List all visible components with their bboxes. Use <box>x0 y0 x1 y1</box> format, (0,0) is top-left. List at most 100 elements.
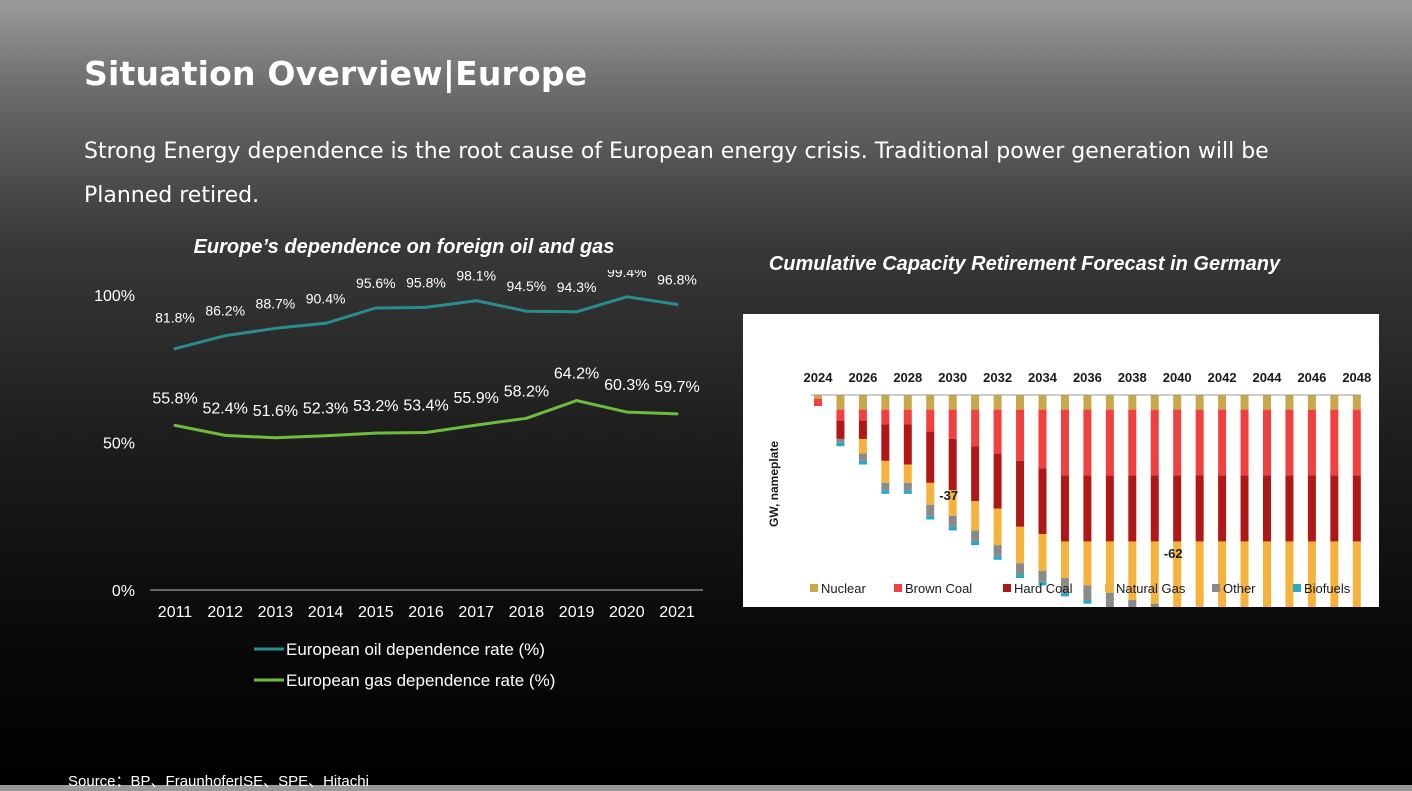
data-point <box>474 299 478 303</box>
bar-segment-brown-coal <box>1083 409 1092 476</box>
data-point <box>273 436 277 440</box>
bar-segment-hard-coal <box>971 446 980 502</box>
bar-segment-nuclear <box>1105 395 1114 410</box>
bar-segment-brown-coal <box>1173 409 1182 476</box>
x-tick-label: 2048 <box>1342 370 1371 385</box>
data-point <box>374 306 378 310</box>
x-tick-label: 2034 <box>1028 370 1058 385</box>
bar-segment-natural-gas <box>1240 541 1249 607</box>
bar-segment-hard-coal <box>1240 475 1249 542</box>
data-label: 86.2% <box>205 303 245 319</box>
bar-segment-biofuels <box>858 460 867 465</box>
bar-segment-nuclear <box>1150 395 1159 410</box>
bar-segment-other <box>1128 600 1137 607</box>
bar-segment-natural-gas <box>971 501 980 531</box>
bar-segment-natural-gas <box>1195 541 1204 607</box>
legend-swatch <box>1105 584 1113 592</box>
x-tick-label: 2017 <box>458 604 494 621</box>
bar-segment-nuclear <box>814 395 822 399</box>
bar-segment-other <box>948 515 957 527</box>
data-label: 55.8% <box>152 390 197 407</box>
data-label: 96.8% <box>657 271 697 287</box>
page-title: Situation Overview|Europe <box>84 54 588 93</box>
y-axis-title: GW, nameplate <box>767 441 781 527</box>
bar-segment-natural-gas <box>1083 541 1092 586</box>
bar-segment-brown-coal <box>1016 409 1025 461</box>
series-line-oil <box>174 295 678 351</box>
data-point <box>524 309 528 313</box>
total-annotation: -62 <box>1164 546 1183 561</box>
bar-segment-hard-coal <box>1307 475 1316 542</box>
bar-segment-brown-coal <box>1218 409 1227 476</box>
bar-segment-other <box>858 453 867 461</box>
legend-label: Natural Gas <box>1116 581 1186 596</box>
bar-segment-natural-gas <box>858 438 867 454</box>
data-label: 88.7% <box>256 295 296 311</box>
x-tick-label: 2019 <box>559 604 595 621</box>
bar-segment-other <box>971 530 980 542</box>
x-tick-label: 2042 <box>1208 370 1237 385</box>
data-point <box>575 399 579 403</box>
data-label: 58.2% <box>504 383 549 400</box>
bar-segment-hard-coal <box>1173 475 1182 542</box>
bar-segment-brown-coal <box>1128 409 1137 476</box>
bar-segment-natural-gas <box>1128 541 1137 601</box>
bar-segment-brown-coal <box>1330 409 1339 476</box>
bar-segment-nuclear <box>1240 395 1249 410</box>
bar-segment-other <box>993 545 1002 557</box>
data-point <box>524 416 528 420</box>
x-tick-label: 2014 <box>308 604 344 621</box>
bar-segment-biofuels <box>1083 600 1092 604</box>
bar-segment-hard-coal <box>1285 475 1294 542</box>
legend-swatch <box>1003 584 1011 592</box>
legend-swatch <box>894 584 902 592</box>
data-label: 53.4% <box>403 397 448 414</box>
bar-segment-brown-coal <box>971 409 980 447</box>
bar-segment-nuclear <box>1060 395 1069 410</box>
data-label: 95.8% <box>406 274 446 290</box>
data-point <box>173 347 177 351</box>
data-label: 59.7% <box>654 379 699 396</box>
bar-segment-brown-coal <box>1263 409 1271 476</box>
data-label: 53.2% <box>353 398 398 415</box>
data-label: 99.4% <box>607 270 647 280</box>
data-label: 51.6% <box>253 403 298 420</box>
data-point <box>223 433 227 437</box>
bar-segment-nuclear <box>1016 395 1025 410</box>
source-note: Source：BP、FraunhoferISE、SPE、Hitachi <box>68 773 369 790</box>
bar-segment-nuclear <box>836 395 845 410</box>
bar-segment-biofuels <box>948 526 957 531</box>
bar-segment-brown-coal <box>1195 409 1204 476</box>
data-point <box>424 305 428 309</box>
bar-segment-nuclear <box>1128 395 1137 410</box>
bar-segment-brown-coal <box>948 409 957 439</box>
bar-segment-nuclear <box>1218 395 1227 410</box>
x-tick-label: 2020 <box>609 604 645 621</box>
data-point <box>675 412 679 416</box>
data-point <box>374 431 378 435</box>
legend-swatch <box>1293 584 1301 592</box>
x-tick-label: 2021 <box>659 604 695 621</box>
retirement-chart-title: Cumulative Capacity Retirement Forecast … <box>768 253 1281 275</box>
x-tick-label: 2030 <box>938 370 967 385</box>
bar-segment-natural-gas <box>993 508 1002 546</box>
bar-segment-hard-coal <box>948 438 957 491</box>
data-point <box>324 321 328 325</box>
x-tick-label: 2015 <box>358 604 394 621</box>
bar-segment-natural-gas <box>1150 541 1159 604</box>
legend-label: European gas dependence rate (%) <box>286 671 555 690</box>
bar-segment-nuclear <box>1352 395 1361 410</box>
x-tick-label: 2044 <box>1253 370 1283 385</box>
bar-segment-nuclear <box>1263 395 1271 410</box>
data-point <box>675 302 679 306</box>
bar-segment-biofuels <box>993 556 1002 560</box>
data-label: 90.4% <box>306 290 346 306</box>
data-point <box>625 295 629 299</box>
x-tick-label: 2038 <box>1118 370 1147 385</box>
bar-segment-hard-coal <box>881 424 890 461</box>
data-point <box>625 410 629 414</box>
legend-swatch <box>1212 584 1220 592</box>
data-label: 81.8% <box>155 310 195 326</box>
x-tick-label: 2032 <box>983 370 1012 385</box>
bar-segment-hard-coal <box>1083 475 1092 542</box>
